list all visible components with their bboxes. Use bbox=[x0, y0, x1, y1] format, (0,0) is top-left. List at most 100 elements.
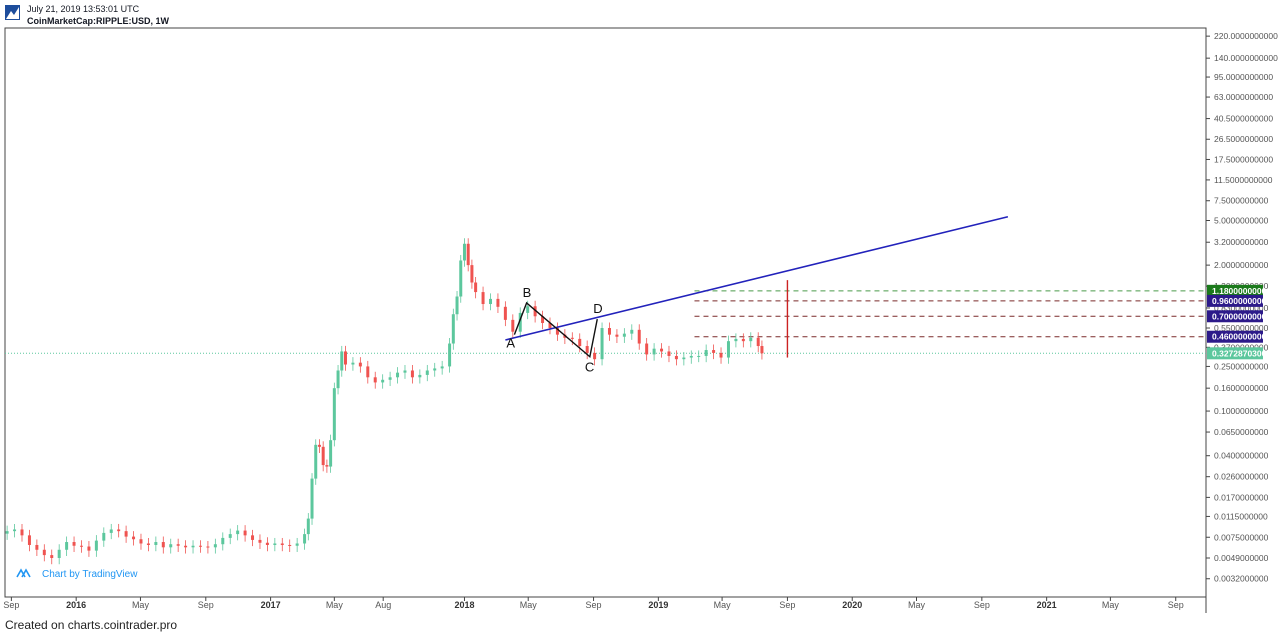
y-tick-label: 0.1000000000 bbox=[1214, 406, 1269, 416]
candle bbox=[251, 535, 255, 540]
candle bbox=[221, 537, 225, 545]
candle bbox=[303, 534, 307, 544]
y-tick-label: 17.5000000000 bbox=[1214, 154, 1273, 164]
candle bbox=[373, 377, 377, 383]
candle bbox=[329, 440, 333, 467]
last-price-label: 0.3272870300 bbox=[1212, 348, 1267, 358]
last-price-label-bg bbox=[1207, 347, 1263, 360]
candle bbox=[184, 545, 188, 548]
candle bbox=[306, 518, 310, 535]
x-tick-label: 2016 bbox=[66, 600, 86, 610]
candle bbox=[511, 319, 515, 332]
candle bbox=[381, 379, 385, 383]
candle bbox=[459, 260, 463, 297]
candle bbox=[13, 529, 17, 532]
candle bbox=[321, 446, 325, 466]
candle bbox=[388, 377, 392, 380]
footer-credit: Created on charts.cointrader.pro bbox=[5, 618, 178, 632]
y-tick-label: 0.1600000000 bbox=[1214, 383, 1269, 393]
candle bbox=[410, 370, 414, 378]
candle bbox=[652, 348, 656, 355]
drawings: A B C D bbox=[505, 215, 1009, 375]
pattern-point-c: C bbox=[585, 360, 594, 375]
candle bbox=[726, 341, 730, 358]
candle bbox=[146, 543, 150, 545]
y-tick-label: 220.0000000000 bbox=[1214, 31, 1278, 41]
candle bbox=[637, 329, 641, 344]
x-tick-label: 2021 bbox=[1037, 600, 1057, 610]
x-tick-label: May bbox=[132, 600, 150, 610]
x-tick-label: Sep bbox=[586, 600, 602, 610]
x-axis[interactable]: Sep 2016 May Sep 2017 May Aug 2018 May Sep 2019 May… bbox=[3, 597, 1184, 610]
candle bbox=[317, 444, 321, 447]
y-axis[interactable]: 220.0000000000 140.0000000000 95.000000000… bbox=[1206, 31, 1278, 584]
candle bbox=[518, 312, 522, 332]
tradingview-watermark[interactable]: Chart by TradingView bbox=[16, 568, 138, 580]
candle bbox=[109, 529, 113, 533]
x-tick-label: May bbox=[1102, 600, 1120, 610]
candle bbox=[667, 351, 671, 356]
candle bbox=[462, 243, 466, 261]
candle bbox=[756, 337, 760, 347]
y-tick-label: 26.5000000000 bbox=[1214, 134, 1273, 144]
candle bbox=[541, 316, 545, 323]
candle bbox=[630, 329, 634, 334]
candle bbox=[689, 355, 693, 358]
candle bbox=[734, 338, 738, 342]
candle bbox=[236, 530, 240, 535]
candle bbox=[396, 372, 400, 378]
candle bbox=[366, 366, 370, 378]
level-label-bg bbox=[1207, 330, 1263, 343]
plot-area[interactable] bbox=[4, 27, 1207, 598]
level-label: 1.1800000000 bbox=[1212, 286, 1267, 296]
candle bbox=[20, 529, 24, 536]
candle bbox=[704, 350, 708, 356]
candle bbox=[102, 532, 106, 541]
level-label-bg bbox=[1207, 294, 1263, 307]
candle bbox=[418, 374, 422, 378]
x-tick-label: Sep bbox=[779, 600, 795, 610]
candle bbox=[600, 328, 604, 360]
y-tick-label: 7.5000000000 bbox=[1214, 196, 1269, 206]
x-tick-label: Sep bbox=[198, 600, 214, 610]
candle bbox=[176, 544, 180, 546]
candle bbox=[433, 368, 437, 371]
candle bbox=[340, 351, 344, 371]
pattern-point-d: D bbox=[593, 301, 602, 316]
candle bbox=[697, 355, 701, 357]
candle bbox=[622, 333, 626, 337]
candle bbox=[206, 546, 210, 548]
candle bbox=[35, 544, 39, 550]
candle bbox=[273, 543, 277, 545]
candle bbox=[198, 545, 202, 547]
y-tick-label: 0.0032000000 bbox=[1214, 574, 1269, 584]
y-tick-label: 95.0000000000 bbox=[1214, 72, 1273, 82]
candles bbox=[5, 238, 764, 565]
y-tick-label: 0.0049000000 bbox=[1214, 553, 1269, 563]
candle bbox=[280, 543, 284, 545]
candle bbox=[42, 549, 46, 556]
candle bbox=[243, 530, 247, 536]
candle bbox=[660, 348, 664, 352]
candle bbox=[570, 337, 574, 339]
candle bbox=[288, 544, 292, 546]
x-tick-label: 2020 bbox=[842, 600, 862, 610]
candle bbox=[358, 362, 362, 367]
y-tick-label: 0.5500000000 bbox=[1214, 323, 1269, 333]
candle bbox=[295, 543, 299, 546]
candle bbox=[351, 362, 355, 365]
candle bbox=[169, 544, 173, 548]
level-label: 0.4600000000 bbox=[1212, 332, 1267, 342]
watermark-text: Chart by TradingView bbox=[42, 569, 138, 580]
y-tick-label: 2.0000000000 bbox=[1214, 260, 1269, 270]
candle bbox=[578, 338, 582, 347]
candle bbox=[403, 370, 407, 373]
candle bbox=[336, 370, 340, 389]
y-tick-label: 0.8300000000 bbox=[1214, 303, 1269, 313]
candle bbox=[455, 296, 459, 315]
candle bbox=[161, 542, 165, 548]
candle bbox=[615, 334, 619, 337]
candle bbox=[87, 546, 91, 551]
candle bbox=[466, 243, 470, 266]
